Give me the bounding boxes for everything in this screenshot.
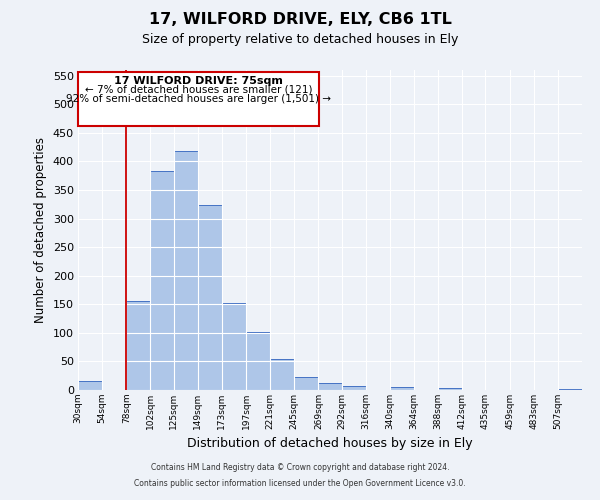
- Bar: [78, 72, 319, 126]
- Bar: [438, 388, 462, 390]
- Bar: [222, 302, 246, 390]
- Bar: [558, 389, 582, 390]
- Bar: [319, 383, 341, 390]
- Bar: [246, 332, 270, 390]
- Y-axis label: Number of detached properties: Number of detached properties: [34, 137, 47, 323]
- Text: Size of property relative to detached houses in Ely: Size of property relative to detached ho…: [142, 32, 458, 46]
- Text: 17, WILFORD DRIVE, ELY, CB6 1TL: 17, WILFORD DRIVE, ELY, CB6 1TL: [149, 12, 451, 28]
- Bar: [294, 378, 319, 390]
- X-axis label: Distribution of detached houses by size in Ely: Distribution of detached houses by size …: [187, 438, 473, 450]
- Text: Contains HM Land Registry data © Crown copyright and database right 2024.: Contains HM Land Registry data © Crown c…: [151, 464, 449, 472]
- Bar: [126, 302, 151, 390]
- Bar: [341, 386, 366, 390]
- Bar: [198, 206, 222, 390]
- Bar: [173, 150, 198, 390]
- Text: 17 WILFORD DRIVE: 75sqm: 17 WILFORD DRIVE: 75sqm: [114, 76, 283, 86]
- Bar: [390, 387, 414, 390]
- Text: 92% of semi-detached houses are larger (1,501) →: 92% of semi-detached houses are larger (…: [66, 94, 331, 104]
- Text: Contains public sector information licensed under the Open Government Licence v3: Contains public sector information licen…: [134, 478, 466, 488]
- Bar: [78, 382, 102, 390]
- Bar: [151, 171, 173, 390]
- Text: ← 7% of detached houses are smaller (121): ← 7% of detached houses are smaller (121…: [85, 85, 313, 95]
- Bar: [270, 359, 294, 390]
